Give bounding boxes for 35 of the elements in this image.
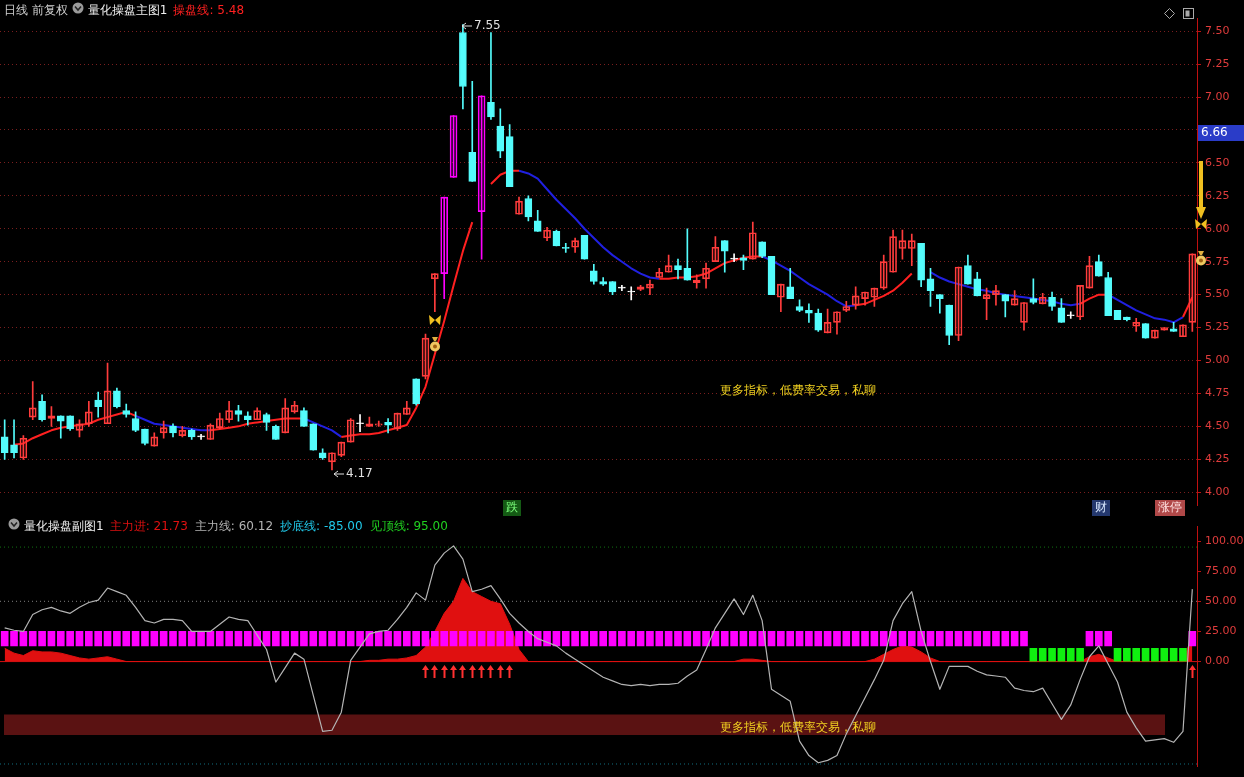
y-tick-label: 7.00 xyxy=(1205,89,1230,103)
y-tick-label: 0.00 xyxy=(1205,654,1230,668)
ref-line-label: 抄底线: -85.00 xyxy=(280,518,363,535)
y-tick-label: 5.25 xyxy=(1205,320,1230,334)
y-tick-label: 4.75 xyxy=(1205,386,1230,400)
text: 主力进: 21.73 xyxy=(109,518,188,535)
y-tick-label: 7.50 xyxy=(1205,24,1230,38)
y-tick-label: 7.25 xyxy=(1205,56,1230,70)
y-tick-label: 4.25 xyxy=(1205,452,1230,466)
annotation: 更多指标，低费率交易，私聊 xyxy=(720,720,876,735)
text: 6.66 xyxy=(1201,125,1228,140)
y-tick-label: 100.00 xyxy=(1205,533,1244,547)
y-tick-label: 6.25 xyxy=(1205,188,1230,202)
annotation: 7.55 xyxy=(474,18,501,33)
annotation: 更多指标，低费率交易，私聊 xyxy=(720,383,876,398)
y-tick-label: 6.00 xyxy=(1205,221,1230,235)
y-tick-label: 5.75 xyxy=(1205,254,1230,268)
text: 操盘线: 5.48 xyxy=(173,2,245,19)
y-tick-label: 5.00 xyxy=(1205,353,1230,367)
text: 主力线: 60.12 xyxy=(194,518,274,535)
y-tick-label: 4.50 xyxy=(1205,419,1230,433)
chart-title: 量化操盘副图1 xyxy=(24,518,104,535)
y-tick-label: 6.50 xyxy=(1205,155,1230,169)
y-tick-label: 4.00 xyxy=(1205,485,1230,499)
y-tick-label: 5.50 xyxy=(1205,287,1230,301)
annotation: 4.17 xyxy=(346,466,373,481)
y-tick-label: 50.00 xyxy=(1205,594,1237,608)
annotation: 涨停 xyxy=(1158,500,1182,515)
chart-title: 量化操盘主图1 xyxy=(87,2,168,19)
annotation: 财 xyxy=(1095,500,1107,515)
annotation: 跌 xyxy=(506,500,518,515)
y-tick-label: 75.00 xyxy=(1205,564,1237,578)
ref-line-label: 见顶线: 95.00 xyxy=(369,518,448,535)
y-tick-label: 25.00 xyxy=(1205,624,1237,638)
chart-subtitle: 日线 前复权 xyxy=(4,2,68,19)
